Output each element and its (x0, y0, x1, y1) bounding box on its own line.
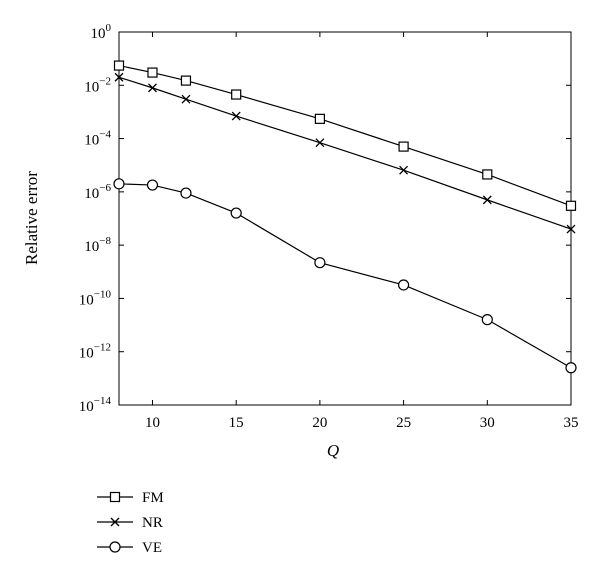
data-point-nr (315, 138, 325, 148)
data-point-ve (113, 178, 125, 190)
y-tick-label: 10−12 (79, 342, 111, 362)
x-tick-label: 15 (229, 415, 244, 431)
series-layer (113, 60, 577, 374)
legend: FM NR VE (97, 490, 164, 556)
x-tick-label: 30 (480, 415, 495, 431)
x-axis-ticks: 10 15 20 25 30 35 (145, 32, 579, 431)
legend-marker-ve (109, 541, 121, 553)
data-point-ve (146, 179, 159, 191)
x-tick-label: 10 (145, 415, 160, 431)
data-point-fm (565, 200, 577, 211)
series-line-ve (118, 183, 572, 369)
y-tick-label: 10−2 (84, 75, 111, 95)
y-tick-label: 10−10 (79, 288, 112, 308)
legend-marker-fm (109, 491, 121, 503)
data-point-nr (399, 165, 409, 175)
legend-label-ve: VE (142, 540, 162, 556)
y-axis-label: Relative error (22, 171, 41, 265)
series-line-nr (118, 76, 572, 230)
data-point-fm (180, 75, 192, 86)
data-point-ve (180, 187, 192, 199)
y-tick-label: 10−6 (84, 182, 111, 202)
data-point-fm (482, 169, 493, 180)
data-point-nr (181, 94, 191, 104)
x-tick-label: 20 (312, 415, 327, 431)
data-point-fm (147, 67, 158, 78)
legend-marker-nr (110, 517, 120, 527)
data-point-ve (397, 279, 410, 291)
legend-label-fm: FM (142, 490, 164, 506)
data-point-nr (482, 195, 492, 205)
data-point-fm (231, 89, 242, 100)
data-point-fm (113, 60, 125, 71)
x-axis-label: Q (327, 441, 339, 460)
y-tick-label: 10−8 (84, 235, 111, 255)
legend-label-nr: NR (142, 515, 163, 531)
y-tick-label: 10−4 (84, 129, 111, 149)
data-point-fm (314, 113, 325, 124)
y-tick-label: 10−14 (79, 395, 112, 415)
data-point-ve (481, 314, 493, 326)
plot-frame (118, 31, 572, 406)
data-point-ve (565, 362, 577, 374)
data-point-ve (314, 257, 326, 269)
y-axis-ticks: 10−14 10−12 10−10 10−8 10−6 10−4 10−2 100 (79, 22, 571, 415)
data-point-fm (398, 141, 409, 152)
data-point-ve (230, 207, 242, 219)
data-point-nr (566, 224, 576, 234)
x-tick-label: 25 (396, 415, 411, 431)
data-point-nr (148, 83, 157, 93)
data-point-nr (114, 72, 124, 82)
x-tick-label: 35 (564, 415, 579, 431)
series-line-fm (118, 64, 572, 207)
y-tick-label: 100 (91, 22, 112, 42)
data-point-nr (231, 111, 241, 121)
